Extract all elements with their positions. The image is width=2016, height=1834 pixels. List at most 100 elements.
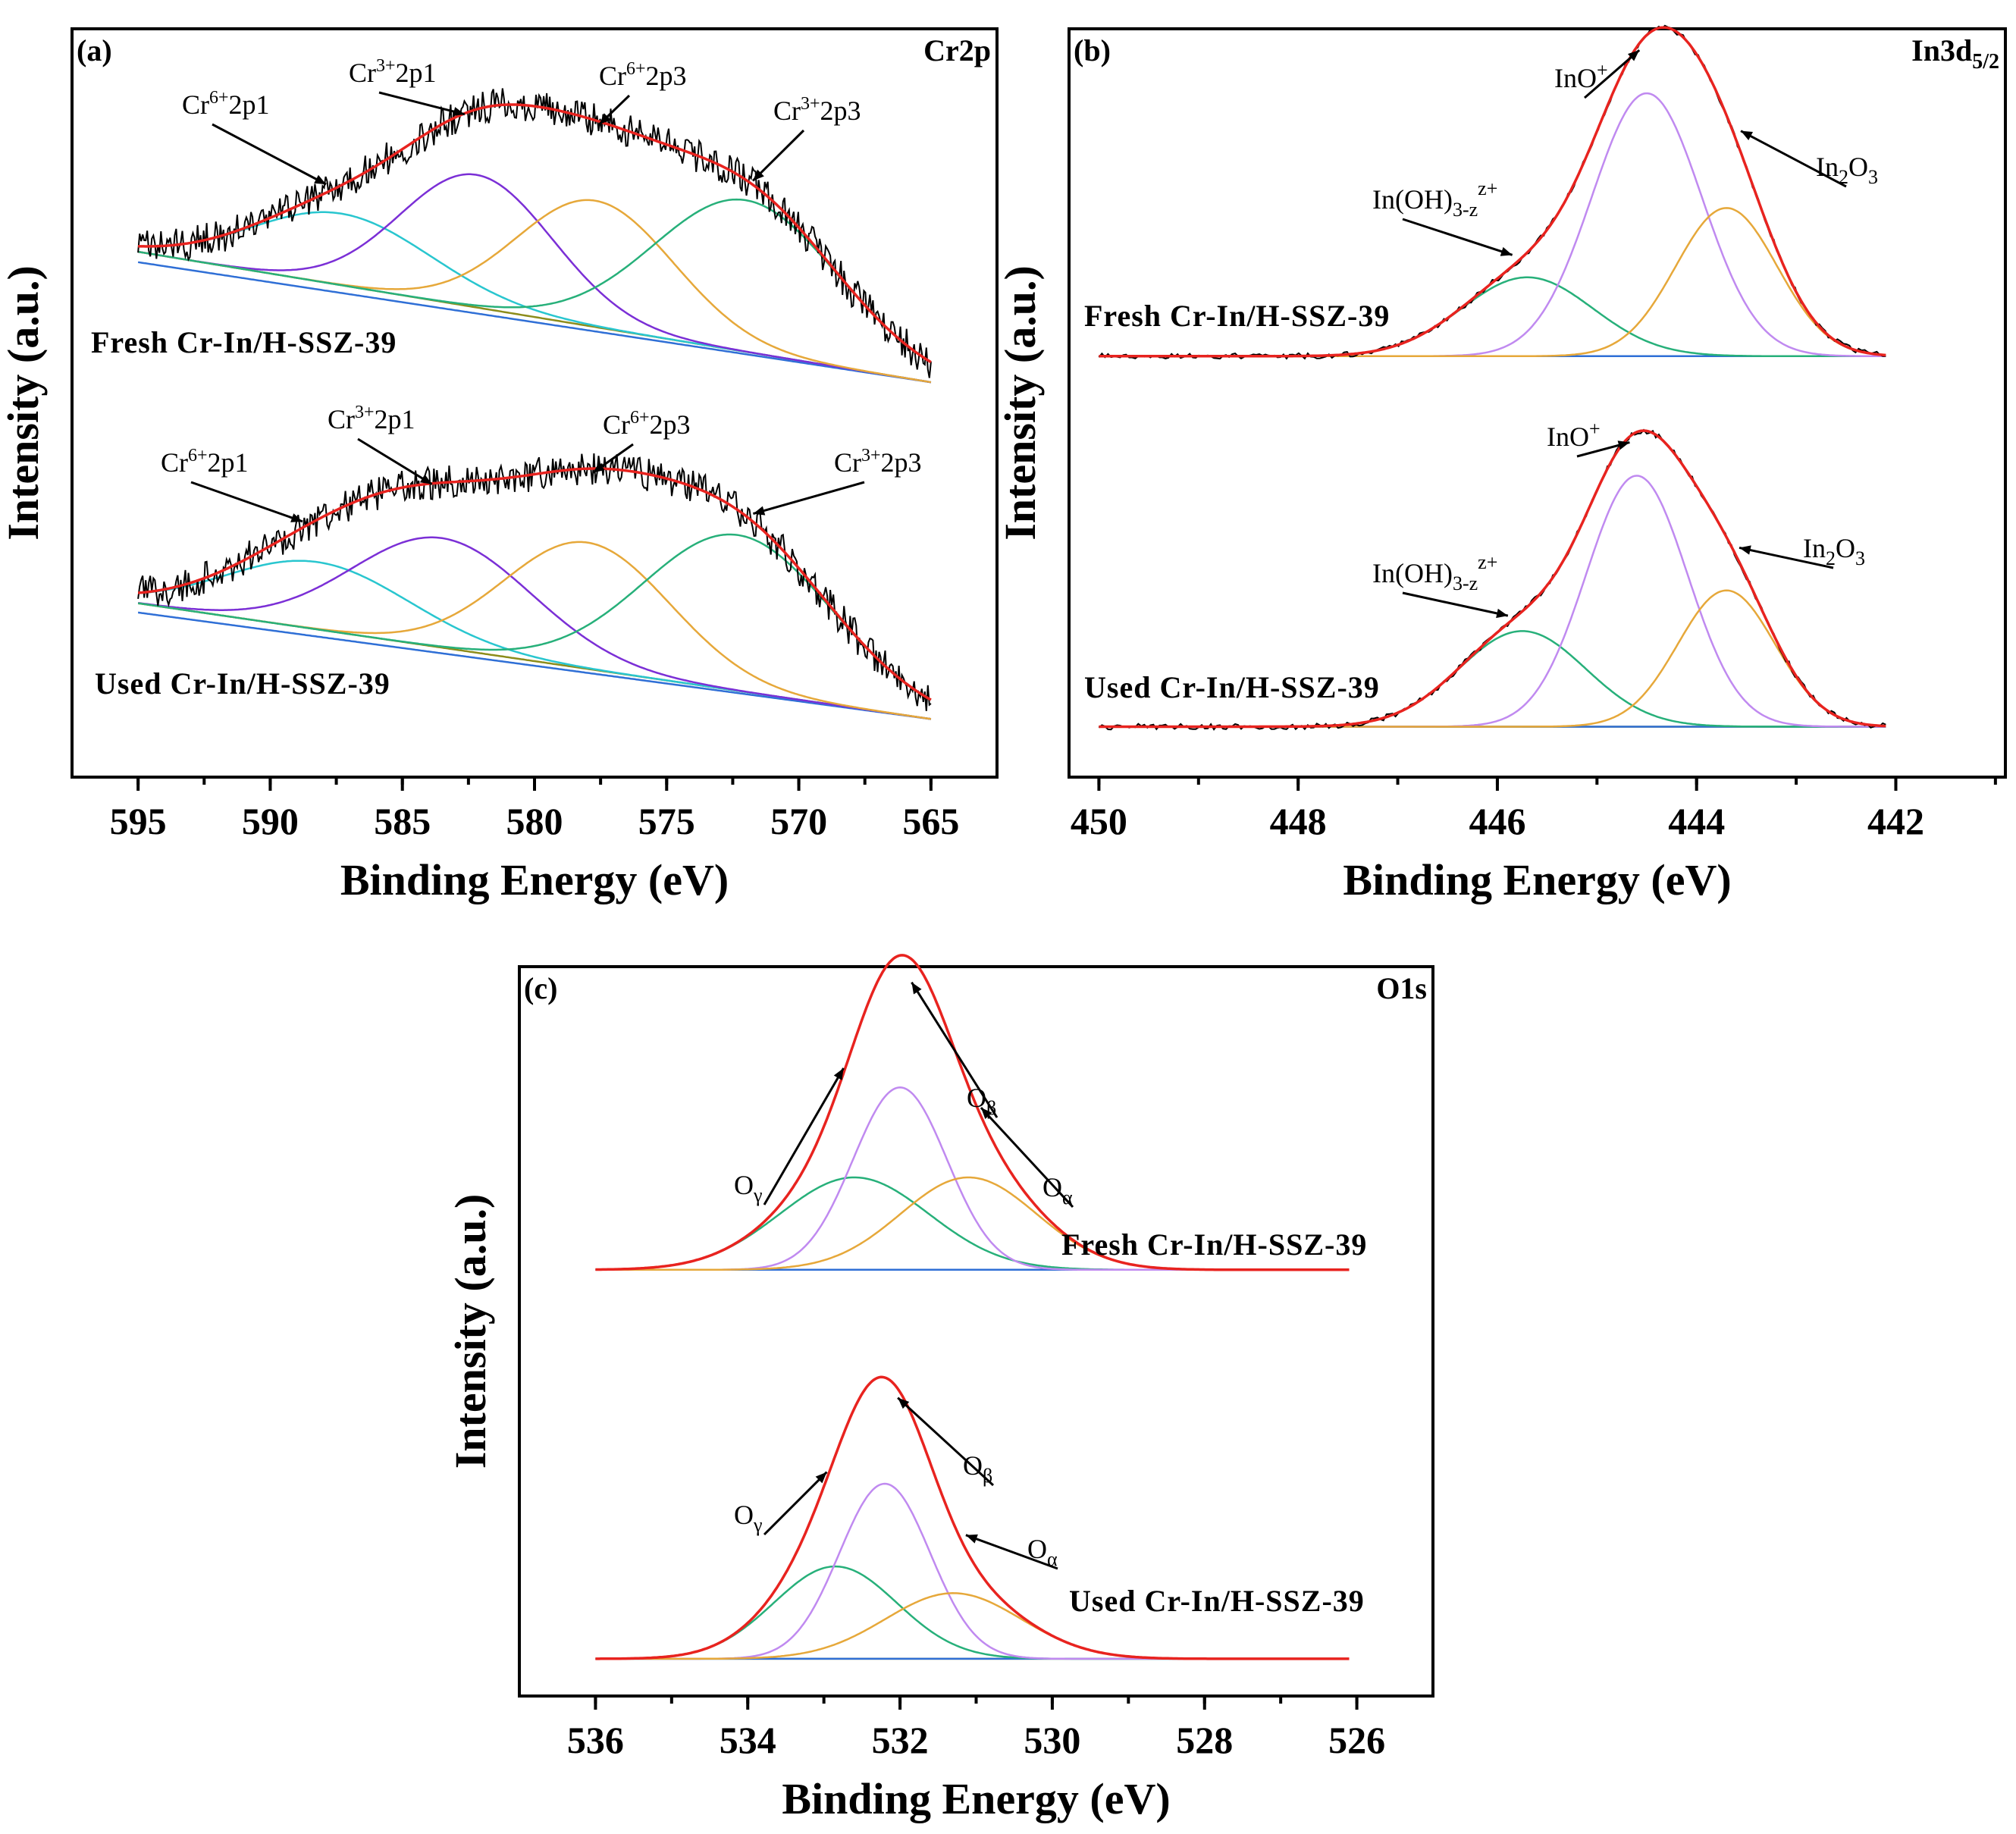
sample-label: Fresh Cr-In/H-SSZ-39 [91,325,397,359]
peak-label-sup: 6+ [209,88,229,108]
peak-label-sup: 6+ [188,446,208,466]
peak-arrowhead [290,513,303,522]
x-axis-title: Binding Energy (eV) [340,855,729,904]
peak-label-rest: 2p3 [646,61,687,91]
panel-label: (b) [1074,33,1111,67]
panel-a-cr2p: 595 590 585 580 575 570 565 Binding Energy (eV)… [0,27,999,904]
peak-arrow [980,1106,1074,1209]
x-tick-label: 446 [1469,800,1525,842]
peak-label: In(OH)3-zz+ [1372,177,1497,221]
spectrum-fresh: Fresh Cr-In/H-SSZ-39 In(OH)3-zz+ InO+ In2O3 [1084,24,1886,360]
peak-label-sub: 3-z [1453,572,1478,594]
peak-label: Cr3+2p1 [328,403,415,434]
peak-label-rest: 2p3 [650,409,691,440]
peak-label-sup: + [1597,59,1608,81]
x-tick-label: 595 [110,800,167,842]
fit-peak [1099,589,1886,728]
x-tick-label: 565 [902,800,959,842]
x-tick-label: 448 [1270,800,1327,842]
peak-label-sub: 3 [1868,166,1878,188]
envelope-fit [595,1375,1350,1660]
x-tick-label: 528 [1176,1719,1233,1761]
peak-arrowhead [965,1534,978,1544]
x-tick-label: 530 [1024,1719,1080,1761]
spectrum-used: Used Cr-In/H-SSZ-39 Cr6+2p1 Cr3+2p1 Cr6+2p3… [95,403,932,720]
peak-arrowhead [1739,545,1751,555]
peak-arrow [752,481,865,516]
fit-peak [595,1482,1350,1660]
peak-arrow [763,1471,828,1536]
peak-arrow [357,437,433,485]
peak-label: Cr6+2p3 [603,408,691,440]
peak-label: In(OH)3-zz+ [1372,551,1497,594]
peak-arrowhead [314,174,327,185]
x-tick-label: 575 [638,800,695,842]
peak-label: Cr3+2p3 [834,446,922,478]
peak-label-rest: 2p3 [820,96,861,126]
peak-arrowhead [1627,50,1640,61]
x-tick-label: 585 [374,800,431,842]
peak-arrow [965,1534,1058,1570]
x-tick-label: 442 [1867,800,1924,842]
peak-arrowhead [592,462,605,473]
peak-label-rest: 2p1 [396,58,437,88]
fit-peak [137,536,932,720]
peak-label-sup: 3+ [376,56,396,76]
peak-label-sub: 2 [1826,547,1836,569]
peak-label: Oγ [734,1500,763,1536]
x-tick-label: 444 [1668,800,1725,842]
peak-label-rest: 2p1 [208,447,249,478]
panel-label: (a) [77,33,112,67]
x-axis-title: Binding Energy (eV) [782,1774,1170,1823]
peak-arrowhead [815,1472,827,1484]
x-tick-label: 536 [567,1719,624,1761]
peak-arrowhead [1741,130,1754,141]
peak-label-rest: 2p1 [229,89,270,120]
peak-arrowhead [833,1067,844,1080]
peak-label-sub: γ [753,1184,763,1206]
peak-arrowhead [980,1108,992,1120]
x-axis-title: Binding Energy (eV) [1343,855,1731,904]
peak-arrowhead [1496,608,1508,619]
peak-label: Cr6+2p1 [182,88,270,120]
peak-label-sub: 3-z [1453,199,1478,221]
peak-label: Cr6+2p1 [161,446,249,478]
peak-label: InO+ [1547,418,1601,452]
peak-arrowhead [911,982,922,995]
peak-label-sup: z+ [1478,551,1497,573]
peak-arrowhead [419,474,432,484]
peak-label-sup: 6+ [630,408,650,428]
peak-arrow [751,129,805,182]
peak-arrow [1402,591,1509,617]
envelope-fit [1099,429,1886,729]
peak-arrow [1402,218,1513,256]
y-axis-title: Intensity (a.u.) [446,1194,495,1469]
peak-label-rest: 2p1 [375,404,415,434]
peak-label: In2O3 [1816,152,1878,188]
peak-label-sup: 6+ [626,59,646,79]
sample-label: Used Cr-In/H-SSZ-39 [1069,1584,1365,1618]
peak-arrow [212,123,327,186]
element-label: Cr2p [923,33,991,67]
envelope-fit [137,467,932,701]
peak-label: Cr3+2p3 [773,94,861,126]
peak-arrowhead [753,506,766,516]
peak-arrowhead [898,1397,910,1409]
peak-arrow [1584,49,1641,99]
peak-arrow [1739,546,1834,569]
peak-label-rest: 2p3 [881,447,922,478]
x-tick-label: 532 [872,1719,929,1761]
peak-label: Oβ [967,1083,996,1119]
peak-label: Oγ [734,1170,763,1206]
peak-label-sup: z+ [1478,177,1497,199]
y-axis-title: Intensity (a.u.) [995,265,1045,541]
element-label: O1s [1376,971,1427,1005]
panel-b-in3d: 450 448 446 444 442 Binding Energy (eV) Intens… [995,24,2007,904]
sample-label: Fresh Cr-In/H-SSZ-39 [1061,1227,1367,1262]
peak-label-tail: O [1836,533,1855,563]
sample-label: Used Cr-In/H-SSZ-39 [1084,670,1380,704]
panel-label: (c) [524,971,557,1005]
